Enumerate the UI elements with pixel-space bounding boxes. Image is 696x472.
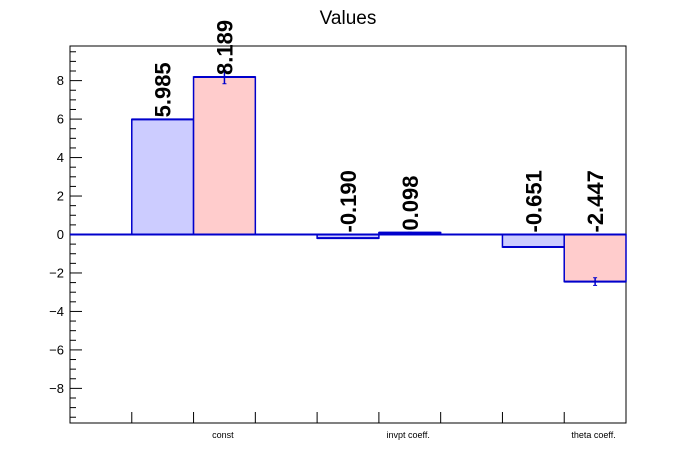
data-labels: 5.985 -0.190 -0.651 8.189 0.098 -2.447 [151, 20, 608, 233]
x-axis: const invpt coeff. theta coeff. [131, 412, 627, 440]
bar [501, 233, 565, 248]
y-tick-label: −4 [49, 304, 64, 319]
chart-title: Values [320, 8, 377, 29]
y-tick-label: 6 [57, 112, 64, 127]
data-label: -0.190 [336, 170, 361, 232]
bar [192, 76, 257, 236]
data-label: 0.098 [398, 176, 423, 231]
y-tick-label: 2 [57, 189, 64, 204]
y-axis: −8 −6 −4 −2 0 2 4 6 8 [49, 51, 82, 418]
bar [131, 118, 195, 236]
y-tick-label: −6 [49, 342, 64, 357]
x-category-label: const [212, 430, 234, 440]
data-label: -0.651 [521, 170, 546, 232]
bars [131, 69, 627, 286]
data-label: 8.189 [212, 20, 237, 75]
y-tick-label: 4 [57, 150, 64, 165]
data-label: 5.985 [151, 62, 176, 117]
bar [563, 233, 627, 283]
y-tick-label: 8 [57, 73, 64, 88]
y-tick-label: −2 [49, 265, 64, 280]
data-label: -2.447 [583, 170, 608, 232]
x-category-label: theta coeff. [571, 430, 615, 440]
x-category-label: invpt coeff. [387, 430, 430, 440]
y-tick-label: 0 [57, 227, 64, 242]
y-tick-label: −8 [49, 381, 64, 396]
